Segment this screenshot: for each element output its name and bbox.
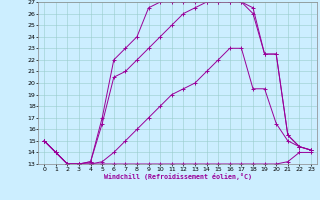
X-axis label: Windchill (Refroidissement éolien,°C): Windchill (Refroidissement éolien,°C) [104, 173, 252, 180]
